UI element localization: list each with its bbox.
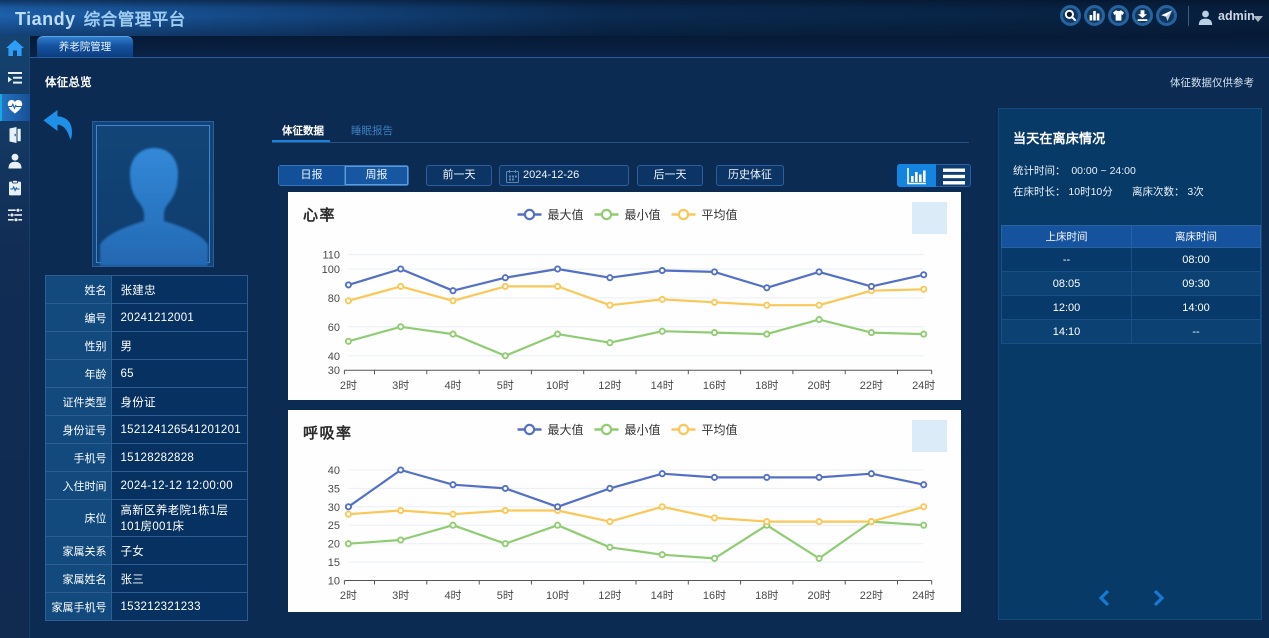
svg-text:3时: 3时 <box>392 379 409 392</box>
svg-text:16时: 16时 <box>703 379 726 392</box>
svg-text:3时: 3时 <box>392 589 409 602</box>
svg-text:12时: 12时 <box>598 379 621 392</box>
svg-text:呼吸率: 呼吸率 <box>303 424 353 442</box>
svg-text:20: 20 <box>328 539 340 551</box>
svg-text:30: 30 <box>328 502 340 514</box>
svg-text:40: 40 <box>328 351 340 363</box>
svg-text:4时: 4时 <box>444 379 461 392</box>
svg-text:2时: 2时 <box>340 589 357 602</box>
svg-text:10时: 10时 <box>546 379 569 392</box>
svg-text:5时: 5时 <box>497 379 514 392</box>
svg-text:15: 15 <box>328 557 340 569</box>
svg-text:30: 30 <box>328 365 340 377</box>
svg-text:25: 25 <box>328 520 340 532</box>
svg-text:2时: 2时 <box>340 379 357 392</box>
svg-text:18时: 18时 <box>755 589 778 602</box>
svg-text:10: 10 <box>328 576 340 588</box>
svg-text:80: 80 <box>328 293 340 305</box>
svg-text:18时: 18时 <box>755 379 778 392</box>
svg-text:60: 60 <box>328 322 340 334</box>
svg-text:35: 35 <box>328 483 340 495</box>
svg-text:4时: 4时 <box>444 589 461 602</box>
svg-text:平均值: 平均值 <box>702 422 738 437</box>
svg-text:24时: 24时 <box>912 379 935 392</box>
svg-text:5时: 5时 <box>497 589 514 602</box>
svg-text:20时: 20时 <box>807 589 830 602</box>
svg-text:12时: 12时 <box>598 589 621 602</box>
svg-text:24时: 24时 <box>912 589 935 602</box>
svg-text:最大值: 最大值 <box>548 207 584 222</box>
svg-text:最小值: 最小值 <box>625 207 661 222</box>
svg-text:110: 110 <box>322 250 340 262</box>
svg-text:14时: 14时 <box>651 589 674 602</box>
svg-text:20时: 20时 <box>807 379 830 392</box>
svg-text:14时: 14时 <box>651 379 674 392</box>
svg-text:22时: 22时 <box>860 589 883 602</box>
svg-text:最大值: 最大值 <box>548 422 584 437</box>
svg-text:40: 40 <box>328 465 340 477</box>
svg-text:16时: 16时 <box>703 589 726 602</box>
svg-text:100: 100 <box>322 264 340 276</box>
svg-text:最小值: 最小值 <box>625 422 661 437</box>
svg-text:心率: 心率 <box>303 206 336 224</box>
svg-text:10时: 10时 <box>546 589 569 602</box>
svg-text:平均值: 平均值 <box>702 207 738 222</box>
svg-text:22时: 22时 <box>860 379 883 392</box>
